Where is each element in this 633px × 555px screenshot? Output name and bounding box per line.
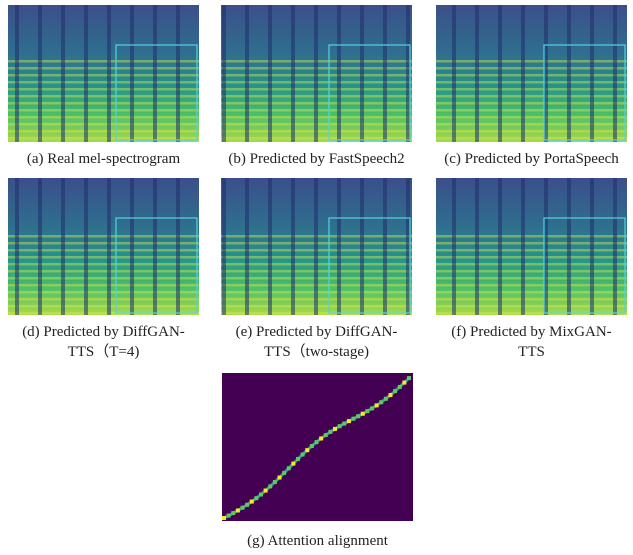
alignment-cell (310, 444, 314, 448)
alignment-cell (393, 389, 397, 393)
alignment-cell (333, 427, 337, 431)
alignment-cell (324, 433, 328, 437)
alignment-cell (259, 492, 263, 496)
caption: (g) Attention alignment (247, 533, 389, 549)
alignment-cell (375, 403, 379, 407)
alignment-cell (301, 452, 305, 456)
alignment-cell (268, 484, 272, 488)
alignment-cell (398, 385, 402, 389)
alignment-cell (241, 506, 245, 510)
gaps (221, 178, 412, 315)
caption: TTS（two-stage) (264, 343, 369, 360)
caption: (b) Predicted by FastSpeech2 (228, 151, 404, 167)
alignment-cell (319, 436, 323, 440)
gaps (436, 178, 627, 315)
spectrogram (221, 5, 412, 142)
alignment-cell (296, 457, 300, 461)
gaps (8, 5, 199, 142)
alignment-cell (361, 412, 365, 416)
spectrogram (221, 178, 412, 315)
alignment-cell (342, 422, 346, 426)
alignment-cell (315, 440, 319, 444)
alignment-cell (338, 424, 342, 428)
alignment-cell (282, 471, 286, 475)
caption: (e) Predicted by DiffGAN- (236, 324, 398, 340)
alignment-cell (254, 496, 258, 500)
alignment-cell (365, 409, 369, 413)
gaps (8, 178, 199, 315)
alignment-cell (278, 476, 282, 480)
spectrogram (436, 5, 627, 142)
alignment-cell (305, 448, 309, 452)
figure: (a) Real mel-spectrogram (b) Predicted by… (0, 0, 633, 555)
alignment-cell (245, 503, 249, 507)
caption: TTS（T=4) (68, 343, 140, 360)
spectrogram (436, 178, 627, 315)
caption: (d) Predicted by DiffGAN- (22, 324, 185, 340)
alignment-bg (222, 373, 413, 521)
alignment-cell (250, 500, 254, 504)
alignment-cell (347, 419, 351, 423)
gaps (436, 5, 627, 142)
gaps (221, 5, 412, 142)
caption: (a) Real mel-spectrogram (27, 151, 181, 167)
spectrogram (8, 5, 199, 142)
alignment-cell (407, 376, 411, 380)
alignment-cell (356, 414, 360, 418)
alignment-cell (370, 406, 374, 410)
alignment-cell (291, 462, 295, 466)
alignment-cell (402, 381, 406, 385)
caption: (c) Predicted by PortaSpeech (444, 151, 619, 167)
alignment-cell (231, 511, 235, 515)
caption: TTS (518, 344, 545, 360)
alignment-cell (328, 430, 332, 434)
alignment-cell (379, 400, 383, 404)
alignment-cell (264, 489, 268, 493)
alignment-cell (227, 514, 231, 518)
alignment-cell (389, 393, 393, 397)
alignment-cell (352, 417, 356, 421)
caption: (f) Predicted by MixGAN- (451, 324, 611, 340)
alignment-cell (236, 508, 240, 512)
alignment-cell (222, 516, 226, 520)
alignment-cell (384, 397, 388, 401)
spectrogram (8, 178, 199, 315)
alignment-cell (287, 466, 291, 470)
alignment-cell (273, 480, 277, 484)
